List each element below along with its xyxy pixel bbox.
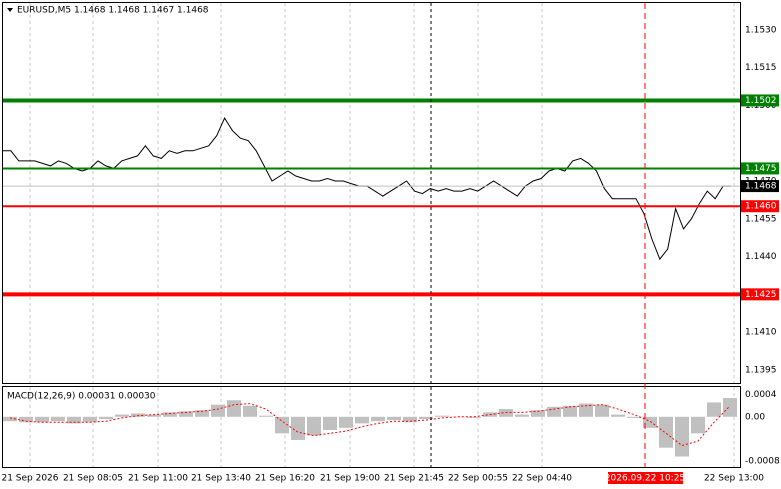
level-label: 1.1475 xyxy=(745,164,777,174)
level-label: 1.1502 xyxy=(745,96,777,106)
macd-bar xyxy=(675,416,689,457)
macd-bar xyxy=(659,416,673,448)
macd-bar xyxy=(307,416,321,436)
macd-bar xyxy=(611,414,625,417)
y-tick-label: 1.1530 xyxy=(745,25,777,35)
macd-bar xyxy=(35,416,49,423)
level-label: 1.1425 xyxy=(745,290,777,300)
cursor-time: 2026.09.22 10:25 xyxy=(605,474,685,484)
x-tick-label: 22 Sep 04:40 xyxy=(512,474,572,484)
y-tick-label: 1.1410 xyxy=(745,328,777,338)
price-frame xyxy=(2,2,741,384)
macd-bar xyxy=(643,416,657,428)
macd-bar xyxy=(227,400,241,417)
macd-bar xyxy=(19,416,33,423)
macd-bar xyxy=(323,416,337,431)
macd-bar xyxy=(515,414,529,417)
macd-bar xyxy=(147,414,161,417)
macd-bar xyxy=(99,416,113,419)
x-tick-label: 21 Sep 16:20 xyxy=(255,474,315,484)
y-tick-label: 0.0004 xyxy=(745,390,777,400)
x-tick-label: 22 Sep 13:00 xyxy=(704,474,764,484)
y-tick-label: 1.1440 xyxy=(745,252,777,262)
macd-bar xyxy=(595,404,609,417)
last-price-label: 1.1468 xyxy=(745,182,777,192)
macd-bar xyxy=(627,416,641,418)
macd-bar xyxy=(387,416,401,421)
macd-bar xyxy=(259,415,273,417)
macd-title: MACD(12,26,9) 0.00031 0.00030 xyxy=(7,392,156,402)
macd-frame xyxy=(2,386,741,468)
x-tick-label: 22 Sep 00:55 xyxy=(448,474,508,484)
macd-bar xyxy=(435,415,449,417)
macd-bar xyxy=(179,411,193,417)
price-title: EURUSD,M5 1.1468 1.1468 1.1467 1.1468 xyxy=(17,6,209,16)
labels: 21 Sep 2026 21 Sep 08:05 21 Sep 11:00 21 Se… xyxy=(1,3,779,484)
level-label: 1.1460 xyxy=(745,202,777,212)
x-tick-label: 21 Sep 11:00 xyxy=(128,474,188,484)
level-box xyxy=(741,162,779,175)
cursor-time-box xyxy=(608,472,683,484)
macd-bar xyxy=(579,403,593,417)
macd-bar xyxy=(3,416,17,422)
macd-bar xyxy=(403,416,417,423)
macd-bar xyxy=(163,412,177,417)
macd-bar xyxy=(211,404,225,417)
x-tick-label: 21 Sep 21:45 xyxy=(384,474,444,484)
y-tick-label: -0.0008 xyxy=(745,456,780,466)
macd-bar xyxy=(51,416,65,422)
y-tick-label: 1.1515 xyxy=(745,63,777,73)
macd-bar xyxy=(115,414,129,417)
macd-bar xyxy=(355,416,369,424)
macd-bar xyxy=(467,416,481,418)
macd-bar xyxy=(339,416,353,428)
menu-arrow[interactable] xyxy=(7,8,13,12)
x-tick-label: 21 Sep 13:40 xyxy=(191,474,251,484)
macd-bar xyxy=(195,410,209,417)
macd-bar xyxy=(419,416,433,419)
y-tick-label: 1.1455 xyxy=(745,214,777,224)
macd-bar xyxy=(291,416,305,440)
macd-bar xyxy=(563,405,577,417)
marks xyxy=(3,98,740,457)
macd-bar xyxy=(275,416,289,434)
macd-bar xyxy=(83,416,97,423)
x-tick-label: 21 Sep 19:00 xyxy=(320,474,380,484)
last-price-box xyxy=(741,180,779,193)
macd-bar xyxy=(723,398,737,417)
y-tick-label: 1.1395 xyxy=(745,365,777,375)
macd-bar xyxy=(531,410,545,417)
x-tick-label: 21 Sep 2026 xyxy=(1,474,58,484)
level-box xyxy=(741,94,779,107)
macd-bar xyxy=(67,416,81,424)
macd-bar xyxy=(371,416,385,422)
macd-bar xyxy=(499,409,513,417)
level-box xyxy=(741,200,779,213)
macd-bar xyxy=(243,405,257,417)
level-box xyxy=(741,288,779,301)
x-tick-label: 21 Sep 08:05 xyxy=(63,474,123,484)
macd-bar xyxy=(131,413,145,417)
macd-bar xyxy=(691,416,705,434)
signal-line xyxy=(9,403,731,447)
macd-bar xyxy=(547,406,561,417)
macd-bar xyxy=(707,402,721,417)
y-tick-label: 0.00 xyxy=(745,412,765,422)
